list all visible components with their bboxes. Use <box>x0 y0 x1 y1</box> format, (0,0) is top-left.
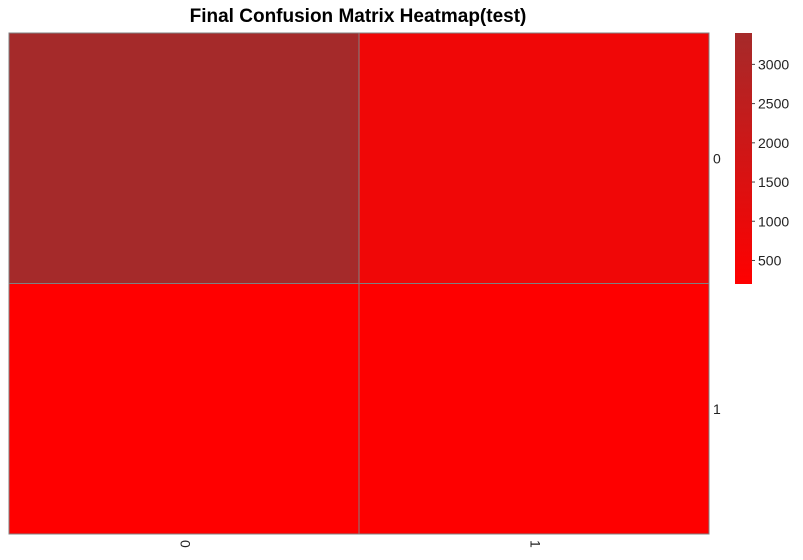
row-labels: 01 <box>713 150 721 417</box>
heatmap-cell-r0-c0 <box>8 32 360 284</box>
colorbar-tick-label: 500 <box>758 252 782 268</box>
colorbar-tick-label: 3000 <box>758 56 789 72</box>
column-label: 0 <box>177 540 193 548</box>
heatmap-cell-r0-c1 <box>358 32 710 284</box>
heatmap-cell-r1-c0 <box>8 283 360 535</box>
column-label: 1 <box>527 540 543 548</box>
heatmap-cell-r1-c1 <box>358 283 710 535</box>
colorbar-tick-label: 2500 <box>758 96 789 112</box>
colorbar-tick-label: 1000 <box>758 213 789 229</box>
colorbar-tick-label: 1500 <box>758 174 789 190</box>
colorbar-ticks: 500 1000 1500 2000 2500 3000 <box>752 56 789 268</box>
colorbar-tick-label: 2000 <box>758 135 789 151</box>
row-label: 0 <box>713 150 721 166</box>
colorbar <box>735 33 752 284</box>
heatmap-cells <box>8 32 710 535</box>
row-label: 1 <box>713 401 721 417</box>
chart-title: Final Confusion Matrix Heatmap(test) <box>190 6 527 27</box>
